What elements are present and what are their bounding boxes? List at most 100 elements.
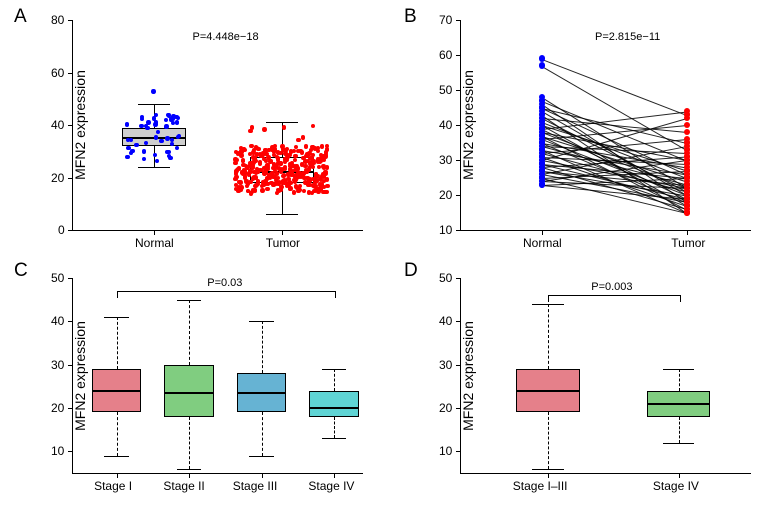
scatter-point	[174, 115, 178, 119]
scatter-point	[142, 149, 146, 153]
scatter-point	[125, 155, 129, 159]
y-axis-label: MFN2 expression	[460, 321, 476, 431]
boxplot-cap	[138, 167, 170, 168]
scatter-point	[283, 148, 287, 152]
scatter-point	[258, 161, 262, 165]
scatter-point	[251, 176, 255, 180]
scatter-point	[298, 171, 302, 175]
boxplot-cap	[249, 456, 274, 457]
paired-point	[684, 129, 690, 135]
scatter-point	[265, 187, 269, 191]
scatter-point	[125, 122, 129, 126]
scatter-point	[293, 154, 297, 158]
y-tick-label: 40	[439, 314, 453, 328]
scatter-point	[293, 175, 297, 179]
scatter-point	[271, 183, 275, 187]
panel-c-plot: 1020304050MFN2 expressionStage IStage II…	[72, 278, 363, 474]
scatter-point	[276, 181, 280, 185]
boxplot-cap	[532, 304, 564, 305]
paired-point	[684, 115, 690, 121]
scatter-point	[170, 138, 174, 142]
boxplot-median	[92, 390, 141, 392]
x-tick	[687, 230, 688, 235]
boxplot-whisker	[117, 412, 118, 455]
scatter-point	[237, 185, 241, 189]
boxplot-median	[237, 392, 286, 394]
paired-point	[539, 55, 545, 61]
boxplot-cap	[266, 214, 298, 215]
scatter-point	[164, 118, 168, 122]
scatter-point	[311, 124, 315, 128]
scatter-point	[256, 147, 260, 151]
scatter-point	[325, 144, 329, 148]
boxplot-box	[309, 391, 358, 417]
scatter-point	[303, 159, 307, 163]
scatter-point	[277, 189, 281, 193]
scatter-point	[233, 161, 237, 165]
scatter-point	[292, 190, 296, 194]
scatter-point	[262, 171, 266, 175]
boxplot-cap	[138, 104, 170, 105]
boxplot-cap	[532, 469, 564, 470]
y-tick	[456, 278, 461, 279]
scatter-point	[164, 124, 168, 128]
boxplot-median	[164, 392, 213, 394]
scatter-point	[175, 146, 179, 150]
boxplot-whisker	[334, 417, 335, 439]
scatter-point	[175, 120, 179, 124]
x-tick	[154, 230, 155, 235]
y-tick	[456, 55, 461, 56]
y-tick	[456, 230, 461, 231]
p-value-text: P=2.815e−11	[595, 31, 660, 43]
scatter-point	[265, 176, 269, 180]
scatter-point	[267, 148, 271, 152]
boxplot-whisker	[117, 317, 118, 369]
y-tick-label: 50	[439, 271, 453, 285]
y-tick-label: 20	[439, 188, 453, 202]
boxplot-cap	[104, 456, 129, 457]
scatter-point	[249, 191, 253, 195]
scatter-point	[280, 144, 284, 148]
scatter-point	[318, 159, 322, 163]
panel-label-c: C	[14, 260, 28, 282]
scatter-point	[310, 191, 314, 195]
panel-label-a: A	[14, 6, 27, 28]
p-bracket	[548, 295, 681, 302]
boxplot-whisker	[262, 321, 263, 373]
paired-point	[684, 195, 690, 201]
boxplot-median	[309, 407, 358, 409]
boxplot-whisker	[548, 304, 549, 369]
scatter-point	[248, 169, 252, 173]
panel-label-d: D	[404, 260, 418, 282]
p-bracket	[117, 291, 337, 298]
scatter-point	[280, 167, 284, 171]
scatter-point	[254, 183, 258, 187]
y-tick-label: 50	[51, 271, 65, 285]
y-tick-label: 50	[439, 83, 453, 97]
boxplot-whisker	[679, 369, 680, 391]
y-tick-label: 10	[439, 444, 453, 458]
x-tick-label: Normal	[135, 236, 174, 250]
y-axis-label: MFN2 expression	[72, 321, 88, 431]
scatter-point	[134, 143, 138, 147]
y-tick	[68, 230, 73, 231]
scatter-point	[325, 184, 329, 188]
panel-label-b: B	[404, 6, 417, 28]
p-value-text: P=0.003	[591, 281, 632, 293]
boxplot-cap	[177, 300, 202, 301]
x-tick-label: Stage I	[94, 479, 132, 493]
y-tick-label: 40	[51, 118, 65, 132]
y-tick-label: 40	[51, 314, 65, 328]
boxplot-cap	[177, 469, 202, 470]
x-tick	[542, 230, 543, 235]
boxplot-whisker	[189, 417, 190, 469]
x-tick-label: Stage III	[233, 479, 278, 493]
scatter-point	[288, 181, 292, 185]
y-tick-label: 70	[439, 13, 453, 27]
scatter-point	[313, 184, 317, 188]
y-tick	[456, 451, 461, 452]
scatter-point	[159, 139, 163, 143]
scatter-point	[248, 129, 252, 133]
y-tick-label: 40	[439, 118, 453, 132]
paired-point	[684, 209, 690, 215]
